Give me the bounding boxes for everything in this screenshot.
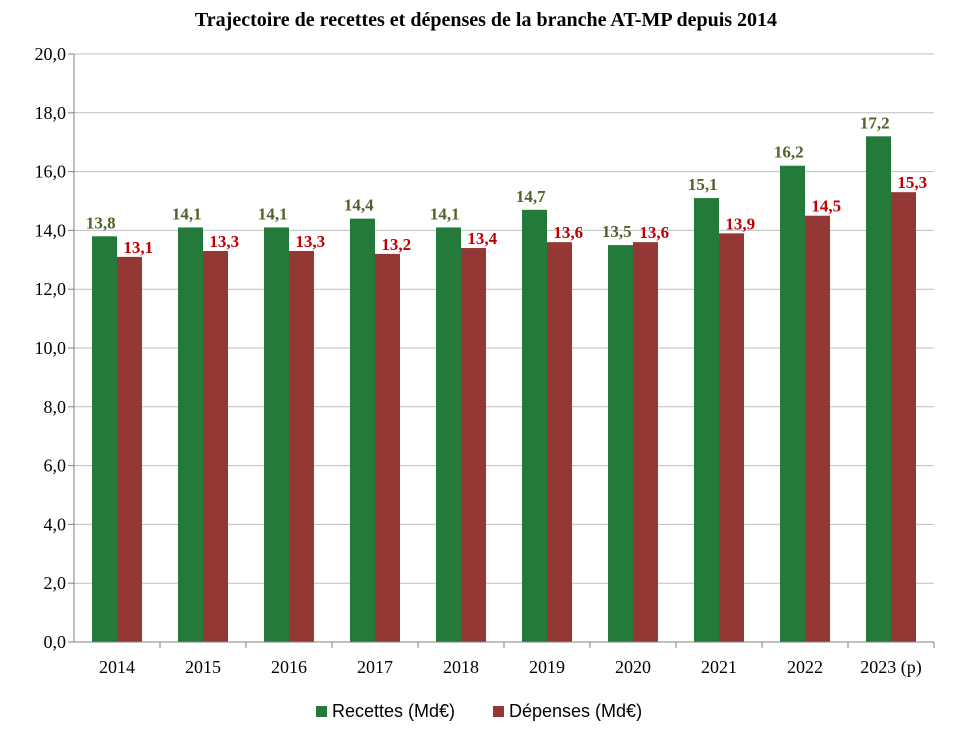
bars xyxy=(92,136,916,643)
x-tick-label: 2015 xyxy=(185,657,221,677)
data-label: 13,6 xyxy=(553,223,583,242)
x-tick-label: 2021 xyxy=(701,657,737,677)
legend-swatch xyxy=(493,706,504,717)
data-label: 13,8 xyxy=(86,213,116,232)
bar-recettes xyxy=(92,236,117,642)
bar-recettes xyxy=(264,227,289,642)
data-label: 15,1 xyxy=(688,175,718,194)
data-label: 13,2 xyxy=(381,235,411,254)
x-axis-ticks: 2014 2015 2016 2017 2018 2019 2020 2021 2022 2023… xyxy=(99,642,935,678)
x-tick-label: 2020 xyxy=(615,657,651,677)
legend-label: Recettes (Md€) xyxy=(332,701,455,721)
bar-recettes xyxy=(866,136,891,642)
data-label: 14,5 xyxy=(811,197,841,216)
bar-depenses xyxy=(461,248,486,643)
bar-recettes xyxy=(178,227,203,642)
x-tick-label: 2023 (p) xyxy=(860,657,922,678)
bar-recettes xyxy=(780,165,805,642)
data-label: 14,4 xyxy=(344,196,374,215)
legend-swatch xyxy=(316,706,327,717)
y-tick-label: 12,0 xyxy=(35,279,67,299)
data-label: 13,6 xyxy=(639,223,669,242)
x-tick-label: 2019 xyxy=(529,657,565,677)
bar-recettes xyxy=(694,198,719,642)
data-labels: 13,8 13,1 14,1 13,3 14,1 13,3 14,4 13,2 14,1 13,4… xyxy=(86,113,927,257)
y-tick-label: 6,0 xyxy=(44,456,67,476)
data-label: 13,3 xyxy=(295,232,325,251)
data-label: 14,7 xyxy=(516,187,546,206)
data-label: 13,3 xyxy=(209,232,239,251)
data-label: 14,1 xyxy=(430,204,460,223)
y-tick-label: 0,0 xyxy=(44,632,67,652)
x-tick-label: 2018 xyxy=(443,657,479,677)
chart-title: Trajectoire de recettes et dépenses de l… xyxy=(195,9,777,31)
x-tick-label: 2014 xyxy=(99,657,135,677)
data-label: 13,9 xyxy=(725,214,755,233)
y-tick-label: 14,0 xyxy=(35,220,67,240)
bar-depenses xyxy=(117,256,142,642)
bar-depenses xyxy=(805,215,830,642)
bar-depenses xyxy=(203,250,228,643)
y-tick-label: 10,0 xyxy=(35,338,67,358)
bar-recettes xyxy=(436,227,461,642)
y-tick-label: 2,0 xyxy=(44,573,67,593)
data-label: 15,3 xyxy=(897,173,927,192)
y-tick-label: 20,0 xyxy=(35,44,67,64)
y-tick-label: 18,0 xyxy=(35,103,67,123)
y-tick-label: 16,0 xyxy=(35,162,67,182)
legend: Recettes (Md€) Dépenses (Md€) xyxy=(316,701,642,721)
y-tick-label: 4,0 xyxy=(44,514,67,534)
data-label: 14,1 xyxy=(172,204,202,223)
data-label: 13,4 xyxy=(467,229,497,248)
x-tick-label: 2016 xyxy=(271,657,307,677)
x-tick-label: 2022 xyxy=(787,657,823,677)
bar-recettes xyxy=(608,245,633,642)
bar-depenses xyxy=(719,233,744,642)
bar-depenses xyxy=(375,253,400,643)
bar-recettes xyxy=(350,218,375,642)
y-axis-ticks: 0,0 2,0 4,0 6,0 8,0 10,0 12,0 14,0 16,0 18,0 20,0 xyxy=(35,44,74,652)
data-label: 13,1 xyxy=(123,238,153,257)
legend-label: Dépenses (Md€) xyxy=(509,701,642,721)
data-label: 13,5 xyxy=(602,222,632,241)
data-label: 16,2 xyxy=(774,143,804,162)
y-tick-label: 8,0 xyxy=(44,397,67,417)
x-tick-label: 2017 xyxy=(357,657,393,677)
data-label: 17,2 xyxy=(860,113,890,132)
bar-depenses xyxy=(633,242,658,642)
bar-depenses xyxy=(547,242,572,642)
bar-recettes xyxy=(522,209,547,642)
data-label: 14,1 xyxy=(258,204,288,223)
bar-depenses xyxy=(891,192,916,642)
bar-depenses xyxy=(289,250,314,643)
